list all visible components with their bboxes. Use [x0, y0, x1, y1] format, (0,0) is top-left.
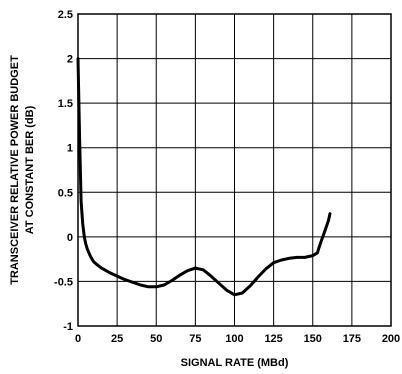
x-tick-label: 75	[189, 333, 201, 345]
x-tick-label: 100	[225, 333, 243, 345]
x-tick-label: 175	[343, 333, 361, 345]
x-axis-label: SIGNAL RATE (MBd)	[181, 357, 289, 369]
y-axis-label-line-1: TRANSCEIVER RELATIVE POWER BUDGET	[9, 55, 21, 285]
y-tick-label: 0	[67, 232, 73, 244]
y-tick-label: 2	[67, 54, 73, 66]
y-tick-label: -0.5	[54, 276, 73, 288]
y-tick-label: 1	[67, 143, 73, 155]
y-axis-label: TRANSCEIVER RELATIVE POWER BUDGET AT CON…	[9, 55, 36, 285]
x-tick-label: 150	[304, 333, 322, 345]
plot-frame	[77, 13, 392, 327]
y-tick-label: 2.5	[58, 9, 73, 21]
y-tick-label: 0.5	[58, 187, 73, 199]
x-tick-labels: 0 25 50 75 100 125 150 175 200	[75, 333, 400, 345]
x-tick-label: 50	[150, 333, 162, 345]
x-tick-label: 200	[382, 333, 400, 345]
y-tick-label: -1	[63, 321, 73, 333]
y-tick-labels: -1 -0.5 0 0.5 1 1.5 2 2.5	[54, 9, 73, 333]
power-budget-curve	[76, 57, 332, 297]
y-tick-label: 1.5	[58, 98, 73, 110]
x-tick-label: 0	[75, 333, 81, 345]
x-tick-label: 25	[111, 333, 123, 345]
y-axis-label-line-2: AT CONSTANT BER (dB)	[24, 105, 36, 234]
x-tick-label: 125	[264, 333, 282, 345]
